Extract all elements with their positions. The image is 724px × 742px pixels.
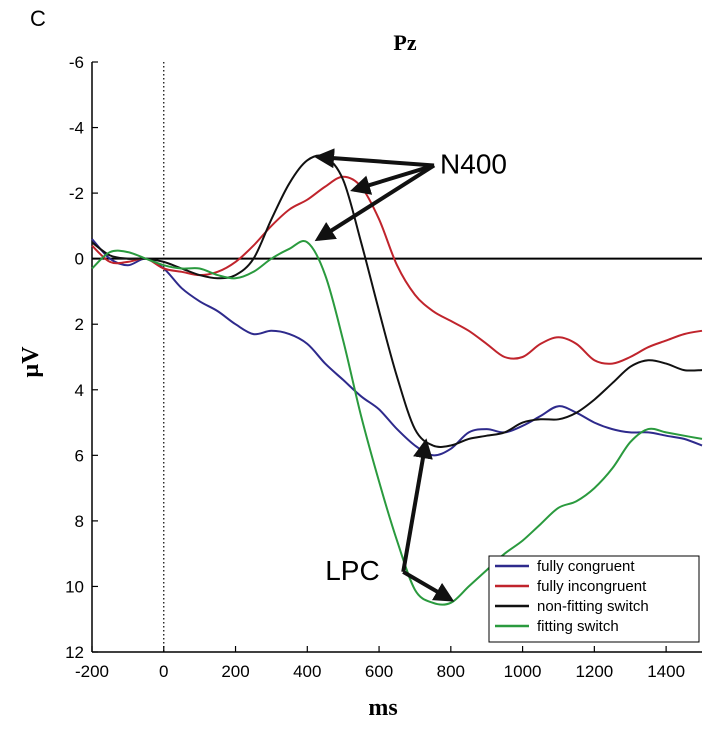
x-tick-label: 800 [437,662,465,681]
x-axis-label: ms [368,695,397,721]
x-tick-label: -200 [75,662,109,681]
x-tick-label: 200 [221,662,249,681]
y-tick-label: 4 [75,381,84,400]
annotation-arrow-lpc [402,570,455,602]
chart-title: Pz [393,30,416,55]
series-line-fully-incongruent [91,175,703,365]
y-tick-label: 8 [75,512,84,531]
y-tick-label: 10 [65,577,84,596]
x-tick-label: 600 [365,662,393,681]
y-tick-label: 12 [65,643,84,662]
y-tick-label: -4 [69,119,84,138]
y-tick-label: 0 [75,250,84,269]
plot-area: -6 -4 -2 0 2 4 6 8 10 12-200 0 200 400 600 800 1000 1200… [65,53,703,681]
annotation-arrow-lpc [401,438,433,573]
y-tick-label: -2 [69,184,84,203]
x-tick-label: 400 [293,662,321,681]
legend-label: fitting switch [537,618,619,635]
x-tick-label: 1400 [647,662,685,681]
x-tick-label: 0 [159,662,168,681]
annotation-arrow-n400 [314,148,435,169]
legend-box [488,555,700,643]
y-axis-label: µV [18,346,44,378]
annotation-arrow-n400 [350,163,435,195]
y-tick-label: 6 [75,446,84,465]
legend-label: fully incongruent [537,578,647,595]
legend-label: non-fitting switch [537,598,649,615]
annotation-arrow-n400 [314,163,436,242]
legend-label: fully congruent [537,558,635,575]
panel-label: C [30,6,46,31]
series-line-fully-congruent [91,238,703,457]
y-tick-label: 2 [75,315,84,334]
annotation-label-n400: N400 [440,148,507,179]
series-line-fitting-switch [91,240,703,606]
y-tick-label: -6 [69,53,84,72]
x-tick-label: 1000 [504,662,542,681]
annotation-label-lpc: LPC [325,555,379,586]
x-tick-label: 1200 [575,662,613,681]
series-line-non-fitting-switch [91,154,703,448]
